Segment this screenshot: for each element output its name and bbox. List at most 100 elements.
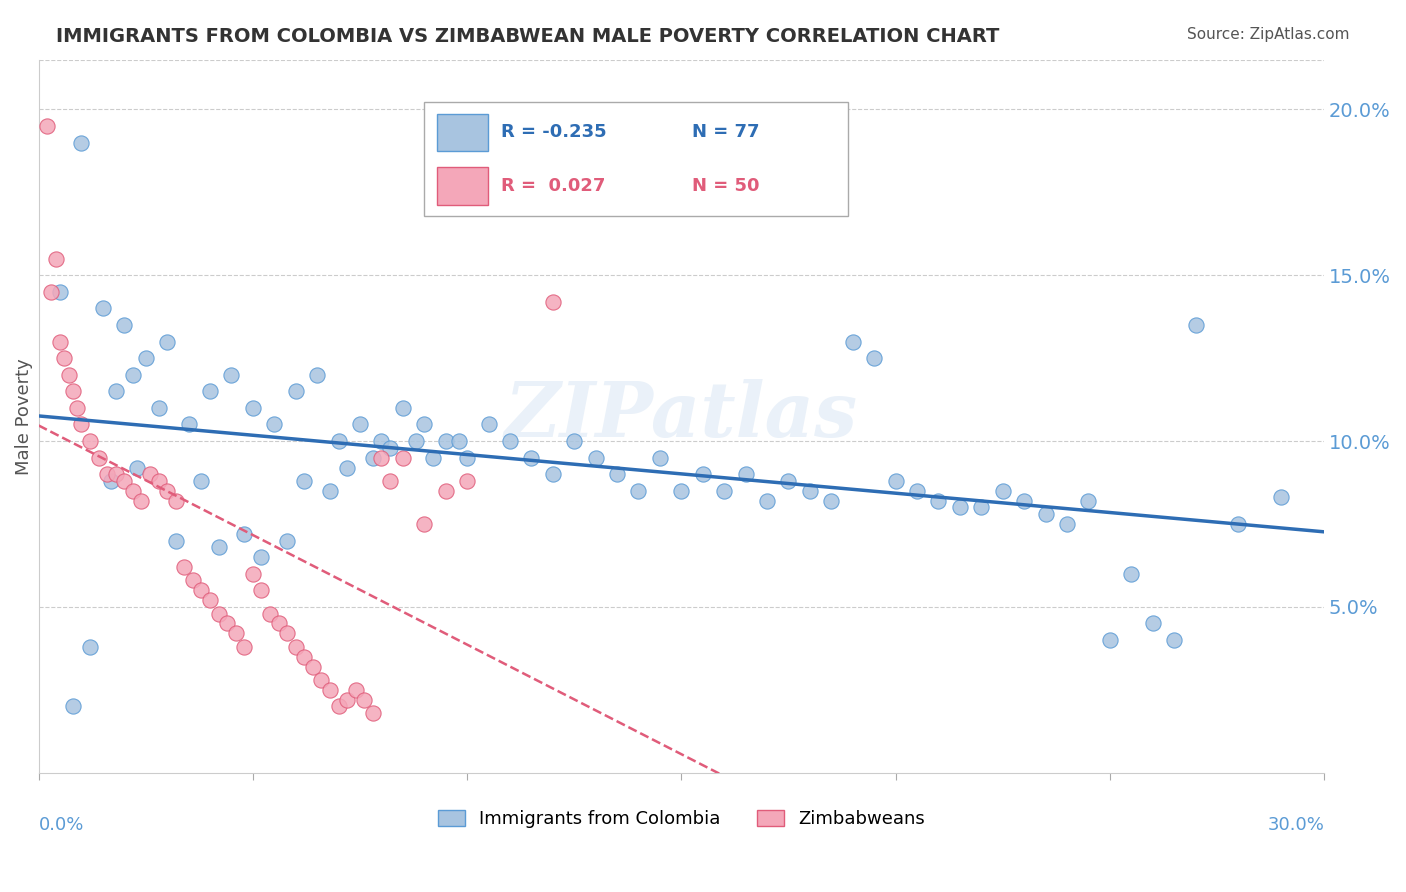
Point: [45, 252, 67, 266]
Text: Source: ZipAtlas.com: Source: ZipAtlas.com: [1187, 27, 1350, 42]
Point: [1056, 516, 1078, 531]
Point: [156, 483, 179, 498]
Point: [692, 467, 714, 482]
Point: [131, 493, 153, 508]
Point: [100, 474, 122, 488]
Point: [79, 640, 101, 654]
Point: [177, 417, 200, 432]
Point: [181, 574, 204, 588]
Point: [434, 483, 457, 498]
Point: [221, 368, 243, 382]
Point: [156, 334, 179, 349]
Point: [799, 483, 821, 498]
Point: [207, 607, 229, 621]
Point: [413, 516, 436, 531]
Point: [361, 450, 384, 465]
Point: [165, 533, 187, 548]
Point: [49, 334, 72, 349]
Point: [319, 483, 342, 498]
Point: [842, 334, 865, 349]
Point: [627, 483, 650, 498]
Point: [671, 483, 693, 498]
Point: [353, 692, 375, 706]
Point: [336, 692, 359, 706]
Point: [292, 649, 315, 664]
Point: [1142, 616, 1164, 631]
Point: [1035, 507, 1057, 521]
Point: [91, 301, 114, 316]
Point: [562, 434, 585, 448]
Point: [121, 368, 143, 382]
Point: [1270, 491, 1292, 505]
Point: [41, 285, 63, 299]
Point: [328, 699, 350, 714]
Point: [198, 384, 221, 399]
Point: [328, 434, 350, 448]
Point: [499, 434, 522, 448]
Point: [190, 474, 212, 488]
Point: [349, 417, 371, 432]
Point: [1184, 318, 1206, 332]
Point: [139, 467, 162, 482]
Point: [949, 500, 972, 515]
Point: [991, 483, 1014, 498]
Point: [165, 493, 187, 508]
Point: [391, 450, 413, 465]
Point: [756, 493, 779, 508]
Point: [477, 417, 499, 432]
Point: [233, 527, 256, 541]
Point: [344, 682, 367, 697]
Point: [225, 626, 247, 640]
Point: [263, 417, 285, 432]
Point: [79, 434, 101, 448]
Point: [198, 593, 221, 607]
Point: [53, 351, 76, 365]
Point: [284, 640, 307, 654]
Point: [148, 401, 170, 415]
Text: 30.0%: 30.0%: [1267, 815, 1324, 833]
Point: [541, 467, 564, 482]
Point: [541, 294, 564, 309]
Y-axis label: Male Poverty: Male Poverty: [15, 358, 32, 475]
Point: [734, 467, 756, 482]
Point: [1098, 633, 1121, 648]
Point: [66, 401, 89, 415]
Point: [319, 682, 342, 697]
Point: [207, 540, 229, 554]
Point: [1077, 493, 1099, 508]
Point: [58, 368, 80, 382]
Point: [927, 493, 949, 508]
Point: [585, 450, 607, 465]
Point: [301, 659, 323, 673]
Point: [884, 474, 907, 488]
Point: [70, 417, 93, 432]
Text: ZIPatlas: ZIPatlas: [505, 379, 858, 453]
Point: [259, 607, 281, 621]
Point: [370, 434, 392, 448]
Point: [905, 483, 928, 498]
Point: [713, 483, 735, 498]
Point: [378, 474, 401, 488]
Point: [520, 450, 543, 465]
Point: [242, 401, 264, 415]
Point: [250, 583, 273, 598]
Point: [434, 434, 457, 448]
Point: [413, 417, 436, 432]
Point: [391, 401, 413, 415]
Text: 0.0%: 0.0%: [38, 815, 84, 833]
Point: [447, 434, 470, 448]
Point: [820, 493, 842, 508]
Text: IMMIGRANTS FROM COLOMBIA VS ZIMBABWEAN MALE POVERTY CORRELATION CHART: IMMIGRANTS FROM COLOMBIA VS ZIMBABWEAN M…: [56, 27, 1000, 45]
Point: [378, 441, 401, 455]
Point: [311, 673, 333, 687]
Point: [173, 560, 195, 574]
Point: [250, 550, 273, 565]
Point: [37, 119, 59, 133]
Point: [778, 474, 800, 488]
Point: [49, 285, 72, 299]
Point: [370, 450, 392, 465]
Point: [104, 467, 127, 482]
Point: [284, 384, 307, 399]
Point: [276, 626, 298, 640]
Point: [233, 640, 256, 654]
